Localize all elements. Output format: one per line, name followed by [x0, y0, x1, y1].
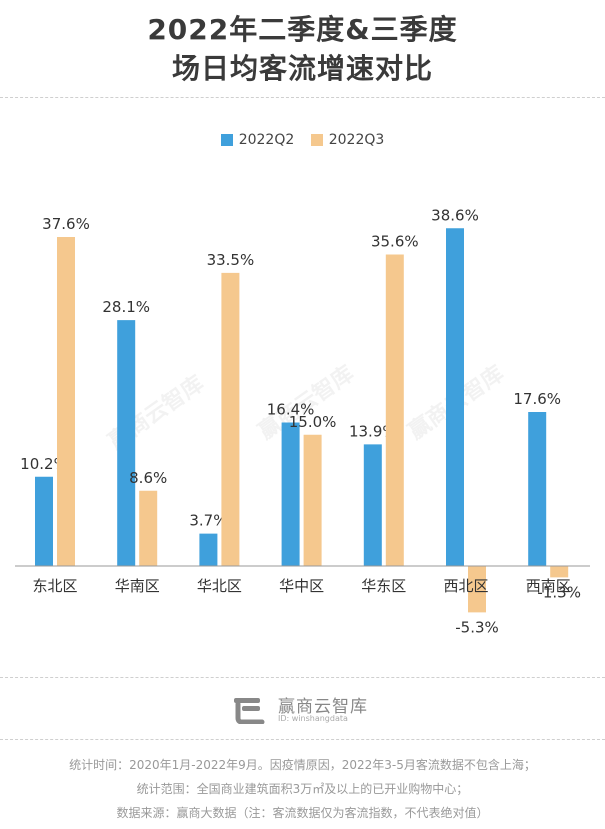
bar-2022Q3-华南区 [139, 490, 158, 566]
x-tick-label-西南区: 西南区 [526, 577, 571, 595]
data-label-2022Q2-东北区: 10.2% [20, 455, 68, 473]
data-label-2022Q3-华中区: 15.0% [289, 413, 337, 431]
footer-note-scope: 统计范围：全国商业建筑面积3万㎡及以上的已开业购物中心； [136, 782, 469, 796]
x-tick-label-西北区: 西北区 [443, 577, 488, 595]
x-tick-label-华北区: 华北区 [197, 577, 242, 595]
footer-note-time: 统计时间：2020年1月-2022年9月。因疫情原因，2022年3-5月客流数据… [69, 758, 536, 772]
data-label-2022Q2-西北区: 38.6% [431, 206, 479, 224]
bar-2022Q3-华东区 [385, 254, 404, 566]
bar-2022Q2-东北区 [35, 476, 53, 566]
bar-2022Q2-华东区 [363, 444, 382, 566]
bar-2022Q2-华南区 [117, 320, 136, 566]
x-tick-label-华中区: 华中区 [279, 577, 324, 595]
bar-chart: 10.2% 28.1% 3.7% 16.4% 13.9% 38.6% 17.6% 37.6% 8… [15, 206, 590, 636]
legend-item-q3: 2022Q3 [310, 132, 385, 148]
footer-note-source: 数据来源：赢商大数据（注：客流数据仅为客流指数，不代表绝对值） [116, 806, 489, 820]
brand-id: ID: winshangdata [278, 714, 348, 723]
top-divider [0, 97, 605, 98]
data-label-2022Q2-华南区: 28.1% [102, 298, 150, 316]
brand-logo-icon [234, 698, 265, 724]
legend-swatch-q2 [220, 134, 233, 146]
bar-2022Q3-华北区 [221, 272, 240, 566]
data-label-2022Q2-华东区: 13.9% [349, 422, 397, 440]
bar-2022Q2-西北区 [446, 228, 464, 566]
bar-2022Q3-西南区 [550, 566, 569, 578]
data-label-2022Q3-华北区: 33.5% [207, 251, 255, 269]
bottom-divider [0, 739, 605, 740]
x-tick-label-东北区: 东北区 [32, 577, 77, 595]
brand-name: 赢商云智库 [278, 697, 368, 717]
legend: 2022Q2 2022Q3 [0, 132, 605, 150]
legend-swatch-q3 [310, 134, 323, 146]
data-label-2022Q3-东北区: 37.6% [42, 215, 90, 233]
chart-title-line2: 场日均客流增速对比 [171, 52, 433, 85]
data-label-2022Q2-西南区: 17.6% [513, 390, 561, 408]
data-label-2022Q3-西北区: -5.3% [455, 618, 499, 636]
bar-2022Q3-东北区 [57, 237, 75, 566]
data-label-2022Q2-华北区: 3.7% [189, 512, 227, 530]
x-tick-label-华南区: 华南区 [115, 577, 160, 595]
data-label-2022Q3-华南区: 8.6% [129, 469, 167, 487]
bar-2022Q3-西北区 [468, 566, 486, 613]
chart-title-line1: 2022年二季度&三季度 [147, 13, 458, 46]
bar-2022Q2-华北区 [199, 533, 218, 566]
brand-logo: 赢商云智库 ID: winshangdata [232, 690, 382, 726]
data-label-2022Q3-华东区: 35.6% [371, 233, 419, 251]
middle-divider [0, 677, 605, 678]
bar-2022Q2-华中区 [281, 422, 300, 566]
x-tick-label-华东区: 华东区 [361, 577, 406, 595]
data-label-2022Q3-西南区: -1.3% [537, 583, 581, 601]
legend-label-q2: 2022Q2 [238, 132, 295, 148]
legend-label-q3: 2022Q3 [328, 132, 385, 148]
legend-item-q2: 2022Q2 [220, 132, 295, 148]
bar-2022Q3-华中区 [303, 434, 322, 566]
data-label-2022Q2-华中区: 16.4% [267, 401, 315, 419]
bar-2022Q2-西南区 [528, 412, 547, 566]
